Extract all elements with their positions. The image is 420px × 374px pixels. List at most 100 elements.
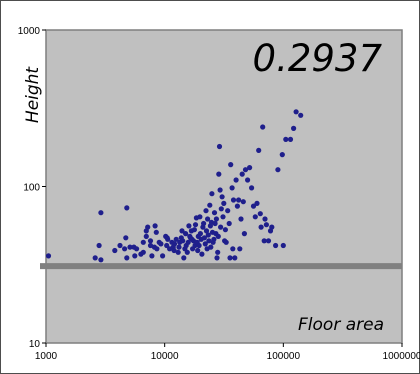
data-point bbox=[247, 165, 253, 171]
data-point bbox=[230, 197, 237, 203]
data-point bbox=[191, 227, 197, 233]
data-point bbox=[220, 214, 226, 220]
data-point bbox=[216, 171, 222, 177]
y-tick-label: 1000 bbox=[18, 26, 41, 37]
data-point bbox=[179, 228, 185, 234]
data-point bbox=[158, 241, 164, 247]
data-point bbox=[234, 203, 240, 209]
data-point bbox=[293, 109, 299, 115]
data-point bbox=[122, 246, 128, 252]
data-point bbox=[249, 185, 255, 191]
data-point bbox=[201, 235, 207, 241]
data-point bbox=[153, 229, 159, 235]
data-point bbox=[280, 242, 286, 249]
data-point bbox=[165, 236, 171, 242]
correlation-annotation: 0.2937 bbox=[253, 37, 383, 80]
data-point bbox=[256, 147, 262, 153]
data-point bbox=[197, 214, 203, 220]
data-point bbox=[185, 239, 191, 245]
data-point bbox=[171, 247, 177, 254]
data-point bbox=[143, 233, 149, 239]
data-point bbox=[217, 187, 223, 193]
data-point bbox=[92, 255, 98, 261]
data-point bbox=[176, 244, 182, 250]
data-point bbox=[201, 220, 207, 227]
data-point bbox=[197, 231, 203, 237]
data-point bbox=[223, 239, 229, 245]
data-point bbox=[240, 199, 246, 205]
data-point bbox=[181, 255, 187, 261]
data-point bbox=[258, 224, 264, 230]
data-point bbox=[279, 152, 285, 158]
data-point bbox=[260, 124, 266, 130]
data-point bbox=[216, 143, 223, 150]
y-tick-label: 10 bbox=[29, 339, 41, 350]
data-point bbox=[134, 246, 140, 252]
data-point bbox=[149, 253, 155, 259]
x-tick-label: 100000 bbox=[267, 351, 301, 362]
data-point bbox=[152, 223, 158, 229]
data-point bbox=[245, 177, 251, 183]
data-point bbox=[213, 216, 219, 222]
data-point bbox=[227, 255, 233, 261]
data-point bbox=[212, 220, 218, 227]
data-point bbox=[228, 162, 234, 168]
data-point bbox=[233, 177, 239, 183]
data-point bbox=[211, 236, 217, 242]
data-point bbox=[123, 235, 129, 241]
data-point bbox=[230, 246, 236, 252]
data-point bbox=[160, 253, 166, 259]
data-point bbox=[124, 205, 130, 211]
data-point bbox=[225, 208, 231, 214]
data-point bbox=[242, 167, 249, 173]
data-point bbox=[140, 239, 146, 245]
data-point bbox=[263, 222, 269, 228]
data-point bbox=[211, 210, 218, 216]
data-point bbox=[183, 231, 189, 237]
data-point bbox=[241, 231, 247, 237]
data-point bbox=[147, 242, 154, 249]
data-point bbox=[184, 249, 190, 255]
data-point bbox=[269, 224, 275, 230]
data-point bbox=[207, 202, 213, 208]
data-point bbox=[45, 253, 52, 259]
data-point bbox=[219, 194, 225, 200]
data-point bbox=[221, 200, 227, 206]
data-point bbox=[283, 136, 289, 142]
x-tick-label: 1000 bbox=[35, 351, 58, 362]
y-axis-label: Height bbox=[23, 66, 43, 124]
data-point bbox=[175, 249, 181, 255]
data-point bbox=[199, 251, 205, 257]
data-point bbox=[205, 232, 211, 238]
data-point bbox=[298, 112, 304, 118]
data-point bbox=[218, 206, 224, 212]
data-point bbox=[209, 191, 215, 197]
data-point bbox=[154, 246, 160, 252]
x-axis-ticks: 1000 10000 100000 1000000 bbox=[35, 343, 420, 362]
x-tick-label: 1000000 bbox=[383, 351, 420, 362]
y-tick-label: 100 bbox=[23, 183, 40, 194]
data-point bbox=[140, 249, 146, 255]
data-point bbox=[214, 255, 220, 261]
data-point bbox=[229, 185, 235, 191]
x-tick-label: 10000 bbox=[151, 351, 179, 362]
data-point bbox=[147, 238, 154, 244]
data-point bbox=[239, 171, 245, 177]
data-point bbox=[287, 136, 294, 142]
data-point bbox=[236, 197, 242, 203]
data-point bbox=[127, 244, 133, 250]
data-point bbox=[232, 255, 238, 261]
data-point bbox=[261, 238, 267, 244]
data-point bbox=[203, 208, 209, 214]
data-point bbox=[275, 167, 281, 173]
data-point bbox=[173, 236, 179, 242]
data-point bbox=[222, 227, 228, 233]
data-point bbox=[257, 211, 263, 217]
data-point bbox=[192, 222, 199, 228]
data-point bbox=[237, 246, 243, 252]
data-point bbox=[98, 210, 104, 216]
data-point bbox=[195, 247, 201, 254]
data-point bbox=[273, 242, 279, 249]
